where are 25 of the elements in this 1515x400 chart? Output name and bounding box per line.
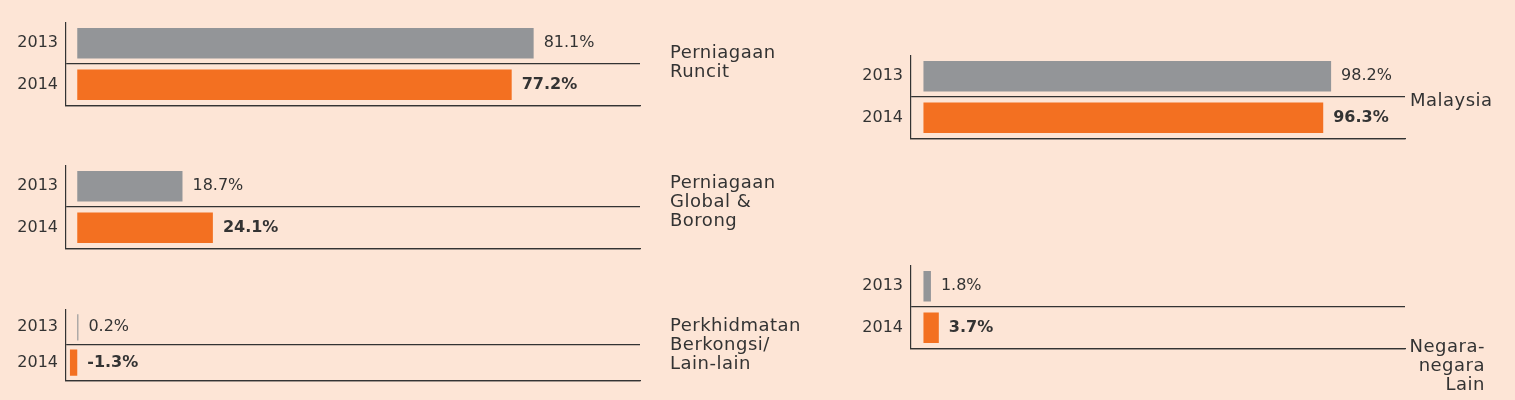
y-tick-label: 2014	[17, 351, 58, 371]
text: Perniagaan Global & Borong	[670, 171, 777, 230]
data-label: -1.3%	[87, 351, 139, 371]
y-tick-label: 2014	[17, 216, 58, 236]
y-tick-label: 2014	[862, 316, 903, 336]
text: Perkhidmatan Berkongsi/ Lain-lain	[670, 314, 802, 373]
y-tick-label: 2014	[17, 73, 58, 93]
y-tick-label: 2014	[862, 106, 903, 126]
data-label: 77.2%	[521, 73, 578, 93]
data-label: 18.7%	[192, 175, 244, 195]
y-tick-label: 2013	[17, 316, 58, 336]
text: Negara-negara Lain	[1408, 335, 1485, 394]
data-label: 96.3%	[1333, 106, 1389, 126]
data-label: 24.1%	[222, 216, 279, 236]
y-tick-label: 2013	[862, 275, 903, 295]
data-label: 1.8%	[940, 275, 982, 295]
data-label: 3.7%	[948, 316, 994, 336]
data-label: 81.1%	[543, 32, 595, 52]
y-tick-label: 2013	[17, 175, 58, 195]
y-tick-label: 2013	[17, 32, 58, 52]
data-label: 0.2%	[88, 316, 130, 336]
text: Perniagaan Runcit	[670, 41, 777, 81]
y-tick-label: 2013	[862, 65, 903, 85]
data-label: 98.2%	[1341, 65, 1392, 85]
text: Malaysia	[1410, 89, 1494, 110]
